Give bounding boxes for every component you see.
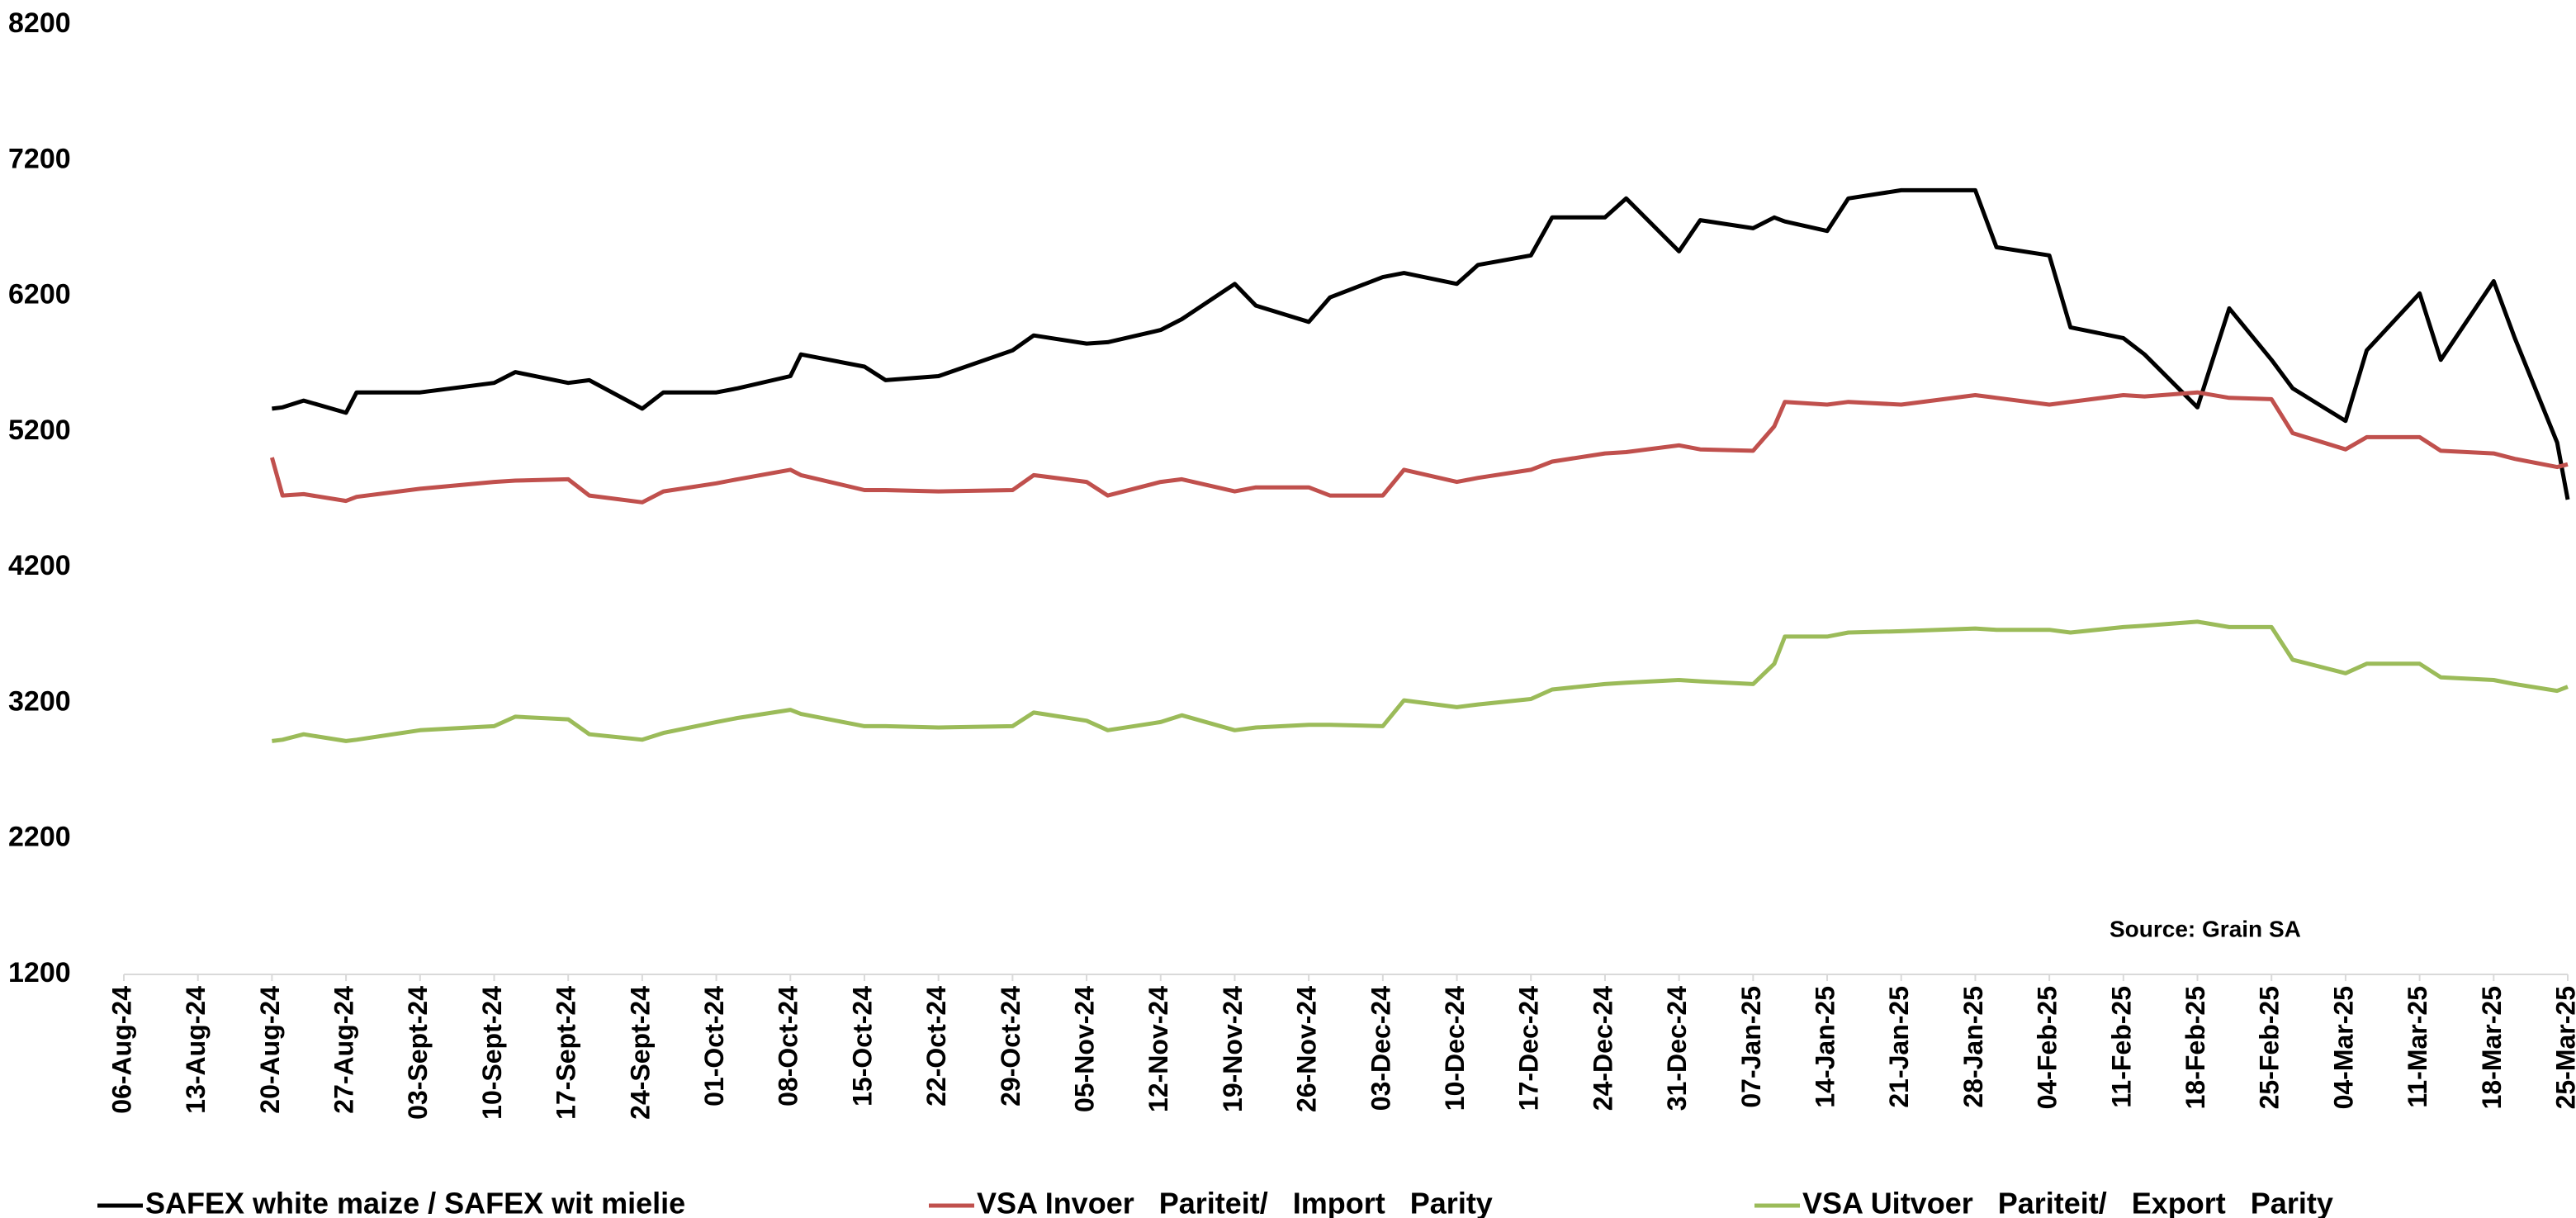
legend-label: VSA Invoer Pariteit/ Import Parity [977,1187,1493,1218]
x-tick-label: 12-Nov-24 [1144,986,1173,1112]
x-tick-label: 13-Aug-24 [181,986,211,1114]
x-tick-label: 24-Dec-24 [1588,986,1617,1111]
series-line [272,619,2569,743]
x-tick-label: 04-Feb-25 [2033,986,2062,1109]
x-tick-label: 29-Oct-24 [996,986,1025,1107]
x-tick-label: 11-Feb-25 [2106,986,2136,1108]
x-tick-label: 01-Oct-24 [699,986,729,1107]
x-tick-label: 14-Jan-25 [1810,986,1840,1108]
y-tick-label: 1200 [8,957,71,988]
x-tick-label: 27-Aug-24 [329,986,359,1114]
x-tick-label: 03-Sept-24 [403,986,433,1120]
x-tick-label: 20-Aug-24 [255,986,285,1114]
x-tick-label: 18-Mar-25 [2477,986,2507,1109]
x-tick-label: 17-Dec-24 [1514,986,1544,1111]
x-tick-label: 31-Dec-24 [1662,986,1692,1111]
x-tick-label: 11-Mar-25 [2403,986,2432,1108]
x-tick-label: 10-Sept-24 [477,986,507,1120]
x-tick-label: 25-Mar-25 [2550,986,2576,1109]
x-tick-label: 19-Nov-24 [1218,986,1248,1112]
x-tick-label: 18-Feb-25 [2181,986,2210,1109]
y-tick-label: 2200 [8,822,71,853]
y-tick-label: 7200 [8,143,71,174]
legend-label: SAFEX white maize / SAFEX wit mielie [145,1187,685,1218]
x-tick-label: 28-Jan-25 [1958,986,1988,1108]
legend-label: VSA Uitvoer Pariteit/ Export Parity [1802,1187,2333,1218]
x-tick-label: 08-Oct-24 [774,986,803,1107]
x-tick-label: 22-Oct-24 [921,986,951,1107]
x-tick-label: 25-Feb-25 [2255,986,2285,1109]
series-line [269,390,2569,505]
x-tick-label: 15-Oct-24 [847,986,877,1107]
x-tick-label: 07-Jan-25 [1736,986,1766,1108]
x-tick-label: 17-Sept-24 [552,986,581,1120]
y-tick-label: 8200 [8,7,71,39]
series-line [272,187,2570,500]
x-tick-label: 24-Sept-24 [625,986,655,1120]
y-tick-label: 3200 [8,685,71,717]
x-tick-label: 10-Dec-24 [1440,986,1470,1111]
x-tick-label: 21-Jan-25 [1884,986,1914,1108]
source-annotation: Source: Grain SA [2110,916,2301,941]
y-tick-label: 6200 [8,279,71,310]
x-tick-label: 03-Dec-24 [1366,986,1395,1111]
x-tick-label: 05-Nov-24 [1070,986,1100,1112]
y-tick-label: 5200 [8,415,71,446]
x-tick-label: 04-Mar-25 [2328,986,2358,1109]
x-tick-label: 26-Nov-24 [1292,986,1322,1112]
y-tick-label: 4200 [8,550,71,581]
x-tick-label: 06-Aug-24 [107,986,136,1114]
